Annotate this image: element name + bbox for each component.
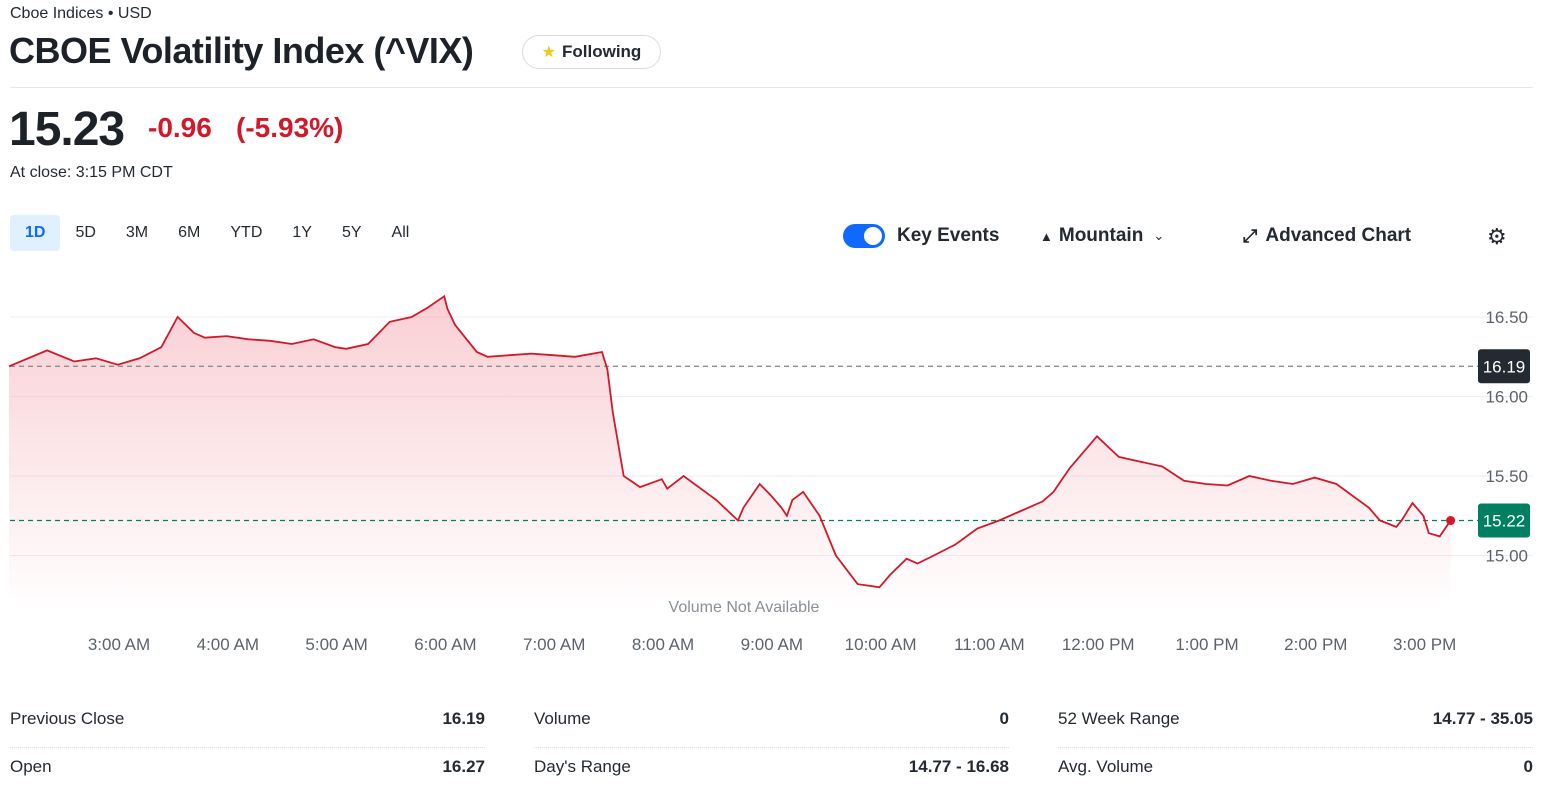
advanced-chart-button[interactable]: ⤢ Advanced Chart [1243,225,1411,247]
stat-row: Day's Range 14.77 - 16.68 [534,748,1009,796]
close-time: At close: 3:15 PM CDT [10,164,173,181]
range-tab-6m[interactable]: 6M [178,224,201,241]
stat-value: 14.77 - 35.05 [1432,709,1533,728]
range-tab-5d[interactable]: 5D [75,224,96,241]
y-axis: 16.50 16.00 15.50 15.00 [1485,308,1528,566]
chart-type-dropdown[interactable]: ▲ Mountain ⌄ [1040,225,1164,247]
stat-row: Avg. Volume 0 [1058,748,1533,796]
stat-row: Open 16.27 [10,748,485,796]
x-tick-label: 11:00 AM [954,635,1025,654]
stats-column: Previous Close 16.19 Open 16.27 [10,700,485,796]
toggle-knob [864,227,882,245]
key-events-label: Key Events [897,225,1000,246]
stat-value: 0 [999,709,1009,728]
range-tab-5y[interactable]: 5Y [341,224,362,241]
last-price-badge-label: 15.22 [1483,512,1526,531]
gear-icon[interactable]: ⚙ [1487,224,1507,249]
x-axis: 3:00 AM 4:00 AM 5:00 AM 6:00 AM 7:00 AM 8:00 … [88,635,1456,654]
price-change: -0.96 [148,112,212,143]
stat-label: Volume [534,709,591,728]
price-change-percent: (-5.93%) [236,112,344,143]
y-tick-label: 15.50 [1485,467,1528,486]
following-label: Following [562,42,642,61]
x-tick-label: 5:00 AM [305,635,367,654]
page-title: CBOE Volatility Index (^VIX) [9,30,474,71]
chart-type-label: Mountain [1058,225,1144,246]
x-tick-label: 10:00 AM [845,635,917,654]
chevron-down-icon: ⌄ [1153,228,1165,243]
following-button[interactable]: ★ Following [522,35,661,69]
price-area [9,296,1451,600]
stat-label: 52 Week Range [1058,709,1180,728]
stat-label: Previous Close [10,709,125,728]
stats-column: Volume 0 Day's Range 14.77 - 16.68 [534,700,1009,796]
stat-value: 16.19 [442,709,485,728]
last-price-badge: 15.22 [1478,503,1530,538]
y-tick-label: 16.00 [1485,388,1528,407]
range-tab-all[interactable]: All [391,224,410,241]
last-price: 15.23 [9,103,125,156]
star-icon: ★ [541,44,556,61]
range-tab-1y[interactable]: 1Y [292,224,312,241]
stat-label: Avg. Volume [1058,757,1154,776]
key-events-toggle[interactable] [843,224,885,248]
previous-close-badge-label: 16.19 [1483,357,1526,376]
stat-value: 0 [1523,757,1533,776]
stat-row: Previous Close 16.19 [10,700,485,748]
exchange-label: Cboe Indices • USD [10,5,152,22]
x-tick-label: 2:00 PM [1284,635,1347,654]
x-tick-label: 1:00 PM [1175,635,1238,654]
range-tab-1d[interactable]: 1D [10,215,61,251]
expand-icon: ⤢ [1243,225,1258,246]
stat-row: Volume 0 [534,700,1009,748]
stat-label: Open [10,757,52,776]
stat-value: 16.27 [442,757,485,776]
x-tick-label: 3:00 PM [1393,635,1456,654]
x-tick-label: 12:00 PM [1062,635,1135,654]
header-divider [10,87,1533,88]
x-tick-label: 3:00 AM [88,635,150,654]
stat-label: Day's Range [534,757,631,776]
range-tabs: 1D 5D 3M 6M YTD 1Y 5Y All [10,215,424,251]
stats-column: 52 Week Range 14.77 - 35.05 Avg. Volume … [1058,700,1533,796]
price-chart[interactable]: 16.50 16.00 15.50 15.00 3:00 AM 4:00 AM 5:00 … [0,270,1544,670]
advanced-chart-label: Advanced Chart [1265,225,1412,246]
x-tick-label: 9:00 AM [741,635,803,654]
x-tick-label: 7:00 AM [523,635,585,654]
previous-close-badge: 16.19 [1478,349,1530,384]
y-tick-label: 15.00 [1485,547,1528,566]
x-tick-label: 8:00 AM [632,635,694,654]
range-tab-ytd[interactable]: YTD [230,224,263,241]
stat-value: 14.77 - 16.68 [908,757,1009,776]
volume-not-available: Volume Not Available [669,599,820,616]
range-tab-3m[interactable]: 3M [125,224,149,241]
price-line [8,294,1452,589]
y-tick-label: 16.50 [1485,308,1528,327]
last-price-dot [1446,516,1456,526]
x-tick-label: 4:00 AM [197,635,259,654]
mountain-icon: ▲ [1040,228,1053,244]
x-tick-label: 6:00 AM [414,635,476,654]
stat-row: 52 Week Range 14.77 - 35.05 [1058,700,1533,748]
